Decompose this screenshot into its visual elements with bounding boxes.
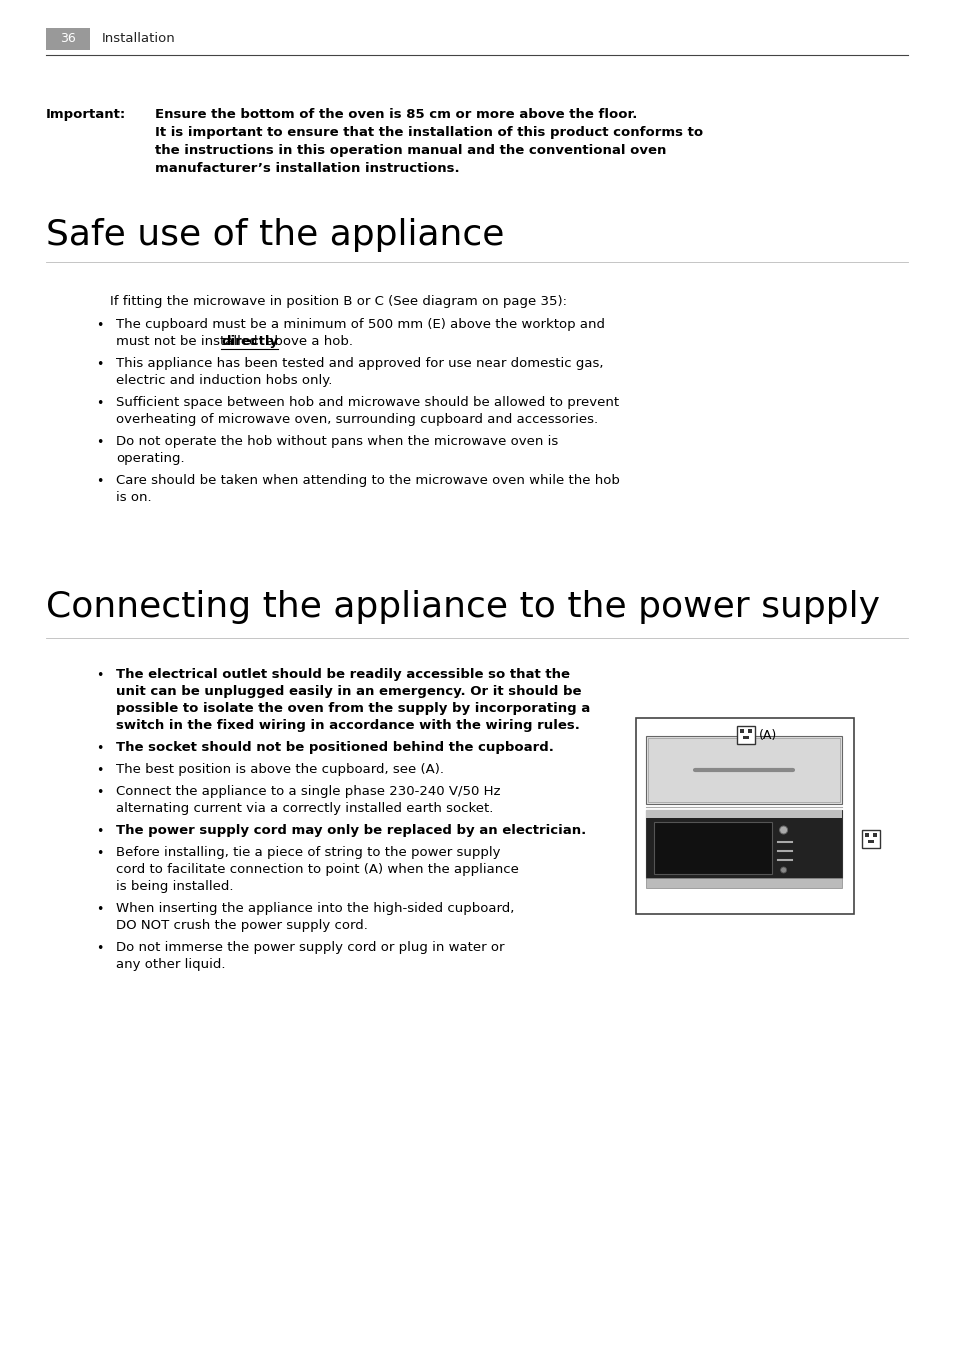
Bar — [647, 738, 840, 802]
Bar — [742, 737, 748, 739]
Text: •: • — [96, 787, 104, 799]
Text: This appliance has been tested and approved for use near domestic gas,: This appliance has been tested and appro… — [116, 357, 603, 370]
Text: •: • — [96, 320, 104, 332]
Text: the instructions in this operation manual and the conventional oven: the instructions in this operation manua… — [154, 144, 666, 157]
Text: 36: 36 — [60, 32, 76, 46]
Bar — [740, 728, 743, 733]
Text: •: • — [96, 669, 104, 682]
Text: is on.: is on. — [116, 492, 152, 504]
Bar — [864, 833, 868, 837]
Text: Installation: Installation — [102, 32, 175, 46]
Text: operating.: operating. — [116, 452, 185, 464]
Bar — [747, 728, 751, 733]
Text: The cupboard must be a minimum of 500 mm (E) above the worktop and: The cupboard must be a minimum of 500 mm… — [116, 318, 604, 330]
Circle shape — [779, 826, 787, 834]
Text: (A): (A) — [759, 728, 777, 742]
Bar — [645, 737, 841, 804]
Bar — [654, 822, 771, 873]
Text: DO NOT crush the power supply cord.: DO NOT crush the power supply cord. — [116, 919, 368, 932]
Text: directly: directly — [221, 334, 278, 348]
Text: •: • — [96, 397, 104, 410]
Bar — [645, 877, 841, 888]
Text: Do not operate the hob without pans when the microwave oven is: Do not operate the hob without pans when… — [116, 435, 558, 448]
Text: When inserting the appliance into the high-sided cupboard,: When inserting the appliance into the hi… — [116, 902, 514, 915]
Text: Important:: Important: — [46, 108, 126, 121]
Text: switch in the fixed wiring in accordance with the wiring rules.: switch in the fixed wiring in accordance… — [116, 719, 579, 733]
Text: Do not immerse the power supply cord or plug in water or: Do not immerse the power supply cord or … — [116, 941, 504, 955]
Text: Before installing, tie a piece of string to the power supply: Before installing, tie a piece of string… — [116, 846, 500, 858]
Text: The electrical outlet should be readily accessible so that the: The electrical outlet should be readily … — [116, 668, 569, 681]
Text: unit can be unplugged easily in an emergency. Or it should be: unit can be unplugged easily in an emerg… — [116, 685, 581, 699]
Text: The power supply cord may only be replaced by an electrician.: The power supply cord may only be replac… — [116, 825, 586, 837]
Text: •: • — [96, 848, 104, 860]
Text: is being installed.: is being installed. — [116, 880, 233, 894]
Text: •: • — [96, 903, 104, 917]
Bar — [737, 726, 754, 743]
Text: electric and induction hobs only.: electric and induction hobs only. — [116, 374, 332, 387]
Text: Safe use of the appliance: Safe use of the appliance — [46, 218, 504, 252]
Text: possible to isolate the oven from the supply by incorporating a: possible to isolate the oven from the su… — [116, 701, 590, 715]
Text: If fitting the microwave in position B or C (See diagram on page 35):: If fitting the microwave in position B o… — [110, 295, 566, 307]
Text: must not be installed: must not be installed — [116, 334, 262, 348]
Text: •: • — [96, 742, 104, 756]
Bar — [636, 718, 853, 914]
Bar — [862, 830, 879, 848]
Bar — [867, 839, 873, 844]
Text: Ensure the bottom of the oven is 85 cm or more above the floor.: Ensure the bottom of the oven is 85 cm o… — [154, 108, 637, 121]
Text: The socket should not be positioned behind the cupboard.: The socket should not be positioned behi… — [116, 741, 554, 754]
Text: •: • — [96, 942, 104, 955]
Circle shape — [780, 867, 786, 873]
Text: It is important to ensure that the installation of this product conforms to: It is important to ensure that the insta… — [154, 126, 702, 139]
Bar — [46, 28, 90, 50]
Text: Connect the appliance to a single phase 230-240 V/50 Hz: Connect the appliance to a single phase … — [116, 785, 500, 798]
Text: overheating of microwave oven, surrounding cupboard and accessories.: overheating of microwave oven, surroundi… — [116, 413, 598, 427]
Text: The best position is above the cupboard, see (A).: The best position is above the cupboard,… — [116, 764, 443, 776]
Text: •: • — [96, 825, 104, 838]
Text: above a hob.: above a hob. — [262, 334, 353, 348]
Text: Sufficient space between hob and microwave should be allowed to prevent: Sufficient space between hob and microwa… — [116, 395, 618, 409]
Text: Connecting the appliance to the power supply: Connecting the appliance to the power su… — [46, 590, 879, 624]
Text: alternating current via a correctly installed earth socket.: alternating current via a correctly inst… — [116, 802, 493, 815]
Text: •: • — [96, 436, 104, 450]
Text: any other liquid.: any other liquid. — [116, 959, 225, 971]
Text: manufacturer’s installation instructions.: manufacturer’s installation instructions… — [154, 162, 459, 175]
Text: cord to facilitate connection to point (A) when the appliance: cord to facilitate connection to point (… — [116, 862, 518, 876]
Text: •: • — [96, 475, 104, 487]
Bar — [645, 810, 841, 877]
Text: •: • — [96, 764, 104, 777]
Bar — [872, 833, 876, 837]
Bar — [645, 810, 841, 818]
Text: Care should be taken when attending to the microwave oven while the hob: Care should be taken when attending to t… — [116, 474, 619, 487]
Text: •: • — [96, 357, 104, 371]
